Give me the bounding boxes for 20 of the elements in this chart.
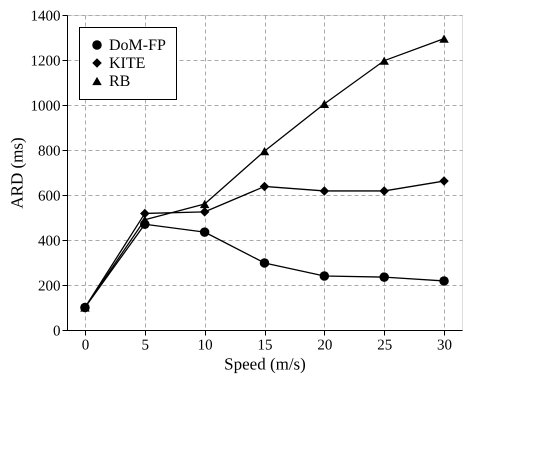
x-tick-label: 15: [258, 338, 272, 354]
y-tick-label: 400: [38, 234, 60, 250]
legend-label: RB: [109, 73, 130, 90]
y-tick-label: 800: [38, 144, 60, 160]
y-tick-label: 1200: [30, 54, 60, 70]
x-tick-label: 20: [317, 338, 332, 354]
y-axis-title: ARD (ms): [8, 137, 26, 209]
x-tick-label: 30: [437, 338, 452, 354]
y-tick-label: 1000: [30, 98, 60, 114]
x-axis-title: Speed (m/s): [224, 354, 306, 374]
x-tick-label: 0: [82, 338, 90, 354]
y-tick-label: 600: [38, 188, 60, 204]
y-tick-label: 200: [38, 278, 60, 294]
x-tick-label: 25: [377, 338, 392, 354]
y-tick-label: 1400: [30, 8, 60, 24]
x-tick-label: 10: [198, 338, 213, 354]
legend-label: DoM-FP: [109, 37, 166, 54]
legend-label: KITE: [109, 55, 146, 72]
x-tick-label: 5: [142, 338, 150, 354]
y-tick-label: 0: [53, 324, 60, 340]
